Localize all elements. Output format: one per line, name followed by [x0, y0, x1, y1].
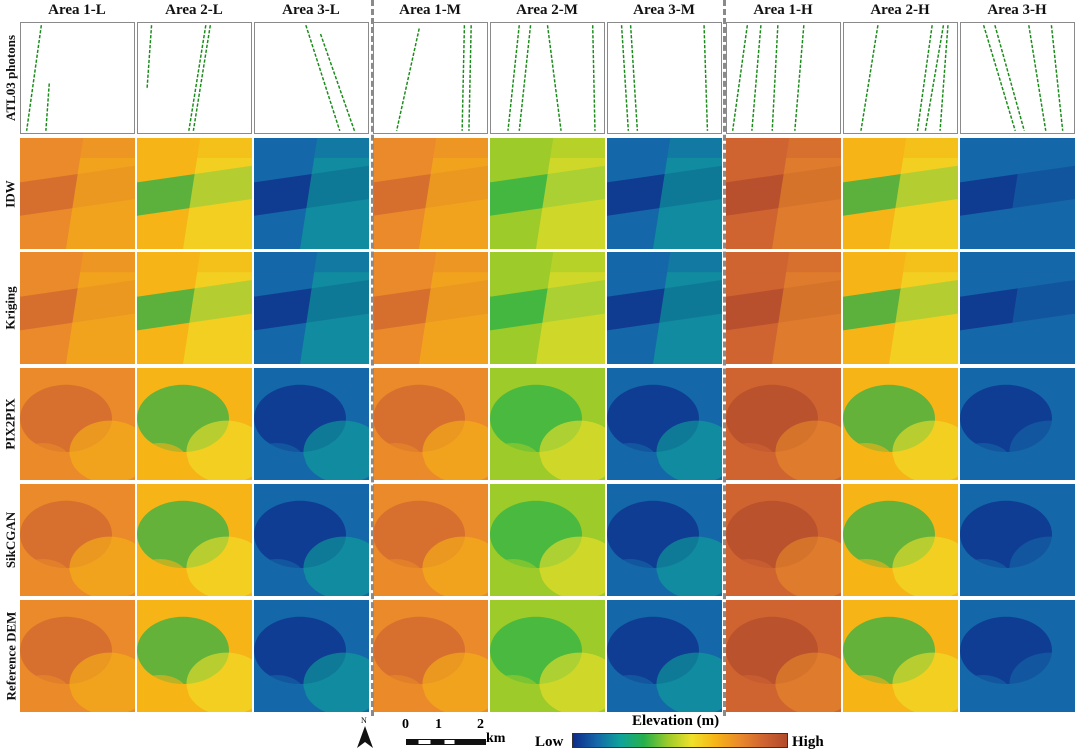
photon-panel-0-6 — [726, 22, 841, 134]
elevation-panel-4-6 — [726, 484, 841, 596]
scale-unit: km — [486, 731, 506, 746]
row-label-1: IDW — [0, 138, 22, 249]
legend-high-label: High — [792, 734, 824, 750]
elevation-panel-2-8 — [960, 252, 1075, 364]
elevation-panel-3-3 — [373, 368, 488, 480]
column-header-7: Area 2-H — [870, 2, 930, 18]
elevation-panel-2-3 — [373, 252, 488, 364]
elevation-panel-5-7 — [843, 600, 958, 712]
elevation-panel-5-2 — [254, 600, 369, 712]
elevation-panel-1-3 — [373, 138, 488, 249]
column-header-5: Area 3-M — [633, 2, 695, 18]
legend-low-label: Low — [535, 734, 564, 750]
photon-panel-0-4 — [490, 22, 605, 134]
elevation-panel-4-2 — [254, 484, 369, 596]
photon-panel-0-2 — [254, 22, 369, 134]
elevation-panel-4-8 — [960, 484, 1075, 596]
photon-panel-0-5 — [607, 22, 722, 134]
row-label-text: SikCGAN — [3, 511, 19, 569]
elevation-panel-2-5 — [607, 252, 722, 364]
elevation-panel-3-6 — [726, 368, 841, 480]
column-header-1: Area 2-L — [165, 2, 223, 18]
scale-tick-0: 0 — [402, 717, 409, 732]
elevation-panel-2-4 — [490, 252, 605, 364]
column-header-2: Area 3-L — [282, 2, 340, 18]
row-label-4: SikCGAN — [0, 484, 22, 596]
column-header-0: Area 1-L — [48, 2, 106, 18]
elevation-panel-3-8 — [960, 368, 1075, 480]
scale-tick-1: 1 — [435, 717, 442, 732]
legend-title: Elevation (m) — [632, 713, 720, 729]
elevation-panel-1-1 — [137, 138, 252, 249]
elevation-panel-3-1 — [137, 368, 252, 480]
elevation-panel-1-2 — [254, 138, 369, 249]
elevation-panel-1-6 — [726, 138, 841, 249]
elevation-panel-5-5 — [607, 600, 722, 712]
column-header-4: Area 2-M — [516, 2, 578, 18]
column-header-6: Area 1-H — [753, 2, 813, 18]
row-label-3: PIX2PIX — [0, 368, 22, 480]
scale-bar: 0 1 2 km — [398, 717, 518, 751]
elevation-panel-2-6 — [726, 252, 841, 364]
elevation-panel-5-8 — [960, 600, 1075, 712]
north-label: N — [361, 716, 367, 725]
elevation-panel-1-8 — [960, 138, 1075, 249]
row-label-text: Kriging — [3, 286, 18, 330]
elevation-panel-5-0 — [20, 600, 135, 712]
divider-mid-high — [723, 0, 726, 716]
row-label-text: ATL03 photons — [3, 34, 18, 122]
elevation-panel-4-5 — [607, 484, 722, 596]
elevation-panel-2-1 — [137, 252, 252, 364]
photon-panel-0-7 — [843, 22, 958, 134]
elevation-panel-3-4 — [490, 368, 605, 480]
elevation-panel-5-1 — [137, 600, 252, 712]
elevation-panel-5-6 — [726, 600, 841, 712]
elevation-panel-3-7 — [843, 368, 958, 480]
column-header-8: Area 3-H — [987, 2, 1047, 18]
elevation-panel-4-0 — [20, 484, 135, 596]
elevation-panel-3-2 — [254, 368, 369, 480]
elevation-panel-4-7 — [843, 484, 958, 596]
row-label-2: Kriging — [0, 252, 22, 364]
divider-low-mid — [371, 0, 374, 716]
elevation-panel-1-4 — [490, 138, 605, 249]
elevation-panel-5-3 — [373, 600, 488, 712]
north-arrow-icon: N — [355, 716, 375, 750]
photon-panel-0-3 — [373, 22, 488, 134]
photon-panel-0-8 — [960, 22, 1075, 134]
elevation-panel-4-1 — [137, 484, 252, 596]
elevation-panel-1-5 — [607, 138, 722, 249]
legend-color-ramp — [572, 733, 788, 748]
scale-tick-2: 2 — [477, 717, 484, 732]
column-header-3: Area 1-M — [399, 2, 461, 18]
photon-panel-0-1 — [137, 22, 252, 134]
elevation-panel-2-2 — [254, 252, 369, 364]
elevation-panel-2-7 — [843, 252, 958, 364]
elevation-panel-4-4 — [490, 484, 605, 596]
row-label-text: Reference DEM — [3, 611, 19, 701]
elevation-panel-5-4 — [490, 600, 605, 712]
elevation-panel-4-3 — [373, 484, 488, 596]
row-label-5: Reference DEM — [0, 600, 22, 712]
elevation-panel-1-7 — [843, 138, 958, 249]
row-label-0: ATL03 photons — [0, 22, 22, 134]
elevation-panel-3-0 — [20, 368, 135, 480]
row-label-text: IDW — [3, 179, 19, 208]
row-label-text: PIX2PIX — [3, 398, 18, 450]
photon-panel-0-0 — [20, 22, 135, 134]
elevation-panel-1-0 — [20, 138, 135, 249]
elevation-panel-2-0 — [20, 252, 135, 364]
elevation-panel-3-5 — [607, 368, 722, 480]
